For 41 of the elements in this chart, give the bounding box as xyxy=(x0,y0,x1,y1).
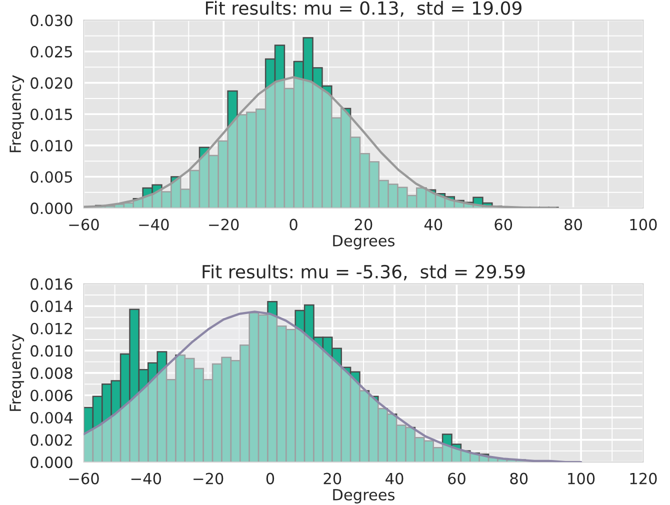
y-tick-label: 0.008 xyxy=(30,367,72,379)
x-tick-label: 0 xyxy=(290,218,298,230)
y-tick-label: 0.000 xyxy=(30,456,72,468)
x-tick-label: −40 xyxy=(131,472,162,484)
x-tick-label: −20 xyxy=(209,218,239,230)
x-axis-title: Degrees xyxy=(333,235,395,250)
y-tick-label: 0.014 xyxy=(30,300,72,312)
y-tick-label: 0.020 xyxy=(30,77,72,89)
chart-title: Fit results: mu = 0.13, std = 19.09 xyxy=(206,0,522,17)
y-axis-title: Frequency xyxy=(10,334,24,411)
y-tick-label: 0.030 xyxy=(30,14,72,26)
y-tick-label: 0.010 xyxy=(30,140,72,152)
x-tick-label: 80 xyxy=(564,218,582,230)
x-tick-label: 40 xyxy=(424,218,442,230)
x-tick-label: 100 xyxy=(568,472,595,484)
y-tick-label: 0.025 xyxy=(30,46,72,58)
y-tick-label: 0.016 xyxy=(30,278,72,290)
x-tick-label: −60 xyxy=(69,218,99,230)
x-tick-label: 60 xyxy=(448,472,466,484)
y-tick-label: 0.000 xyxy=(30,202,72,214)
x-tick-label: 20 xyxy=(354,218,372,230)
y-axis-title: Frequency xyxy=(10,75,24,152)
chart-title: Fit results: mu = -5.36, std = 29.59 xyxy=(202,264,525,280)
x-tick-label: 100 xyxy=(630,218,657,230)
y-tick-label: 0.010 xyxy=(30,345,72,357)
x-tick-label: −20 xyxy=(194,472,224,484)
y-tick-label: 0.002 xyxy=(30,434,72,446)
x-axis-title: Degrees xyxy=(333,489,395,504)
x-tick-label: 120 xyxy=(630,472,657,484)
y-tick-label: 0.005 xyxy=(30,171,72,183)
x-tick-label: 80 xyxy=(510,472,528,484)
x-tick-label: 60 xyxy=(494,218,512,230)
y-tick-label: 0.006 xyxy=(30,390,72,402)
y-tick-label: 0.015 xyxy=(30,108,72,120)
x-tick-label: 0 xyxy=(266,472,274,484)
x-tick-label: −60 xyxy=(69,472,99,484)
y-tick-label: 0.012 xyxy=(30,322,72,334)
x-tick-label: 20 xyxy=(324,472,342,484)
x-tick-label: 40 xyxy=(386,472,404,484)
y-tick-label: 0.004 xyxy=(30,412,72,424)
x-tick-label: −40 xyxy=(139,218,169,230)
